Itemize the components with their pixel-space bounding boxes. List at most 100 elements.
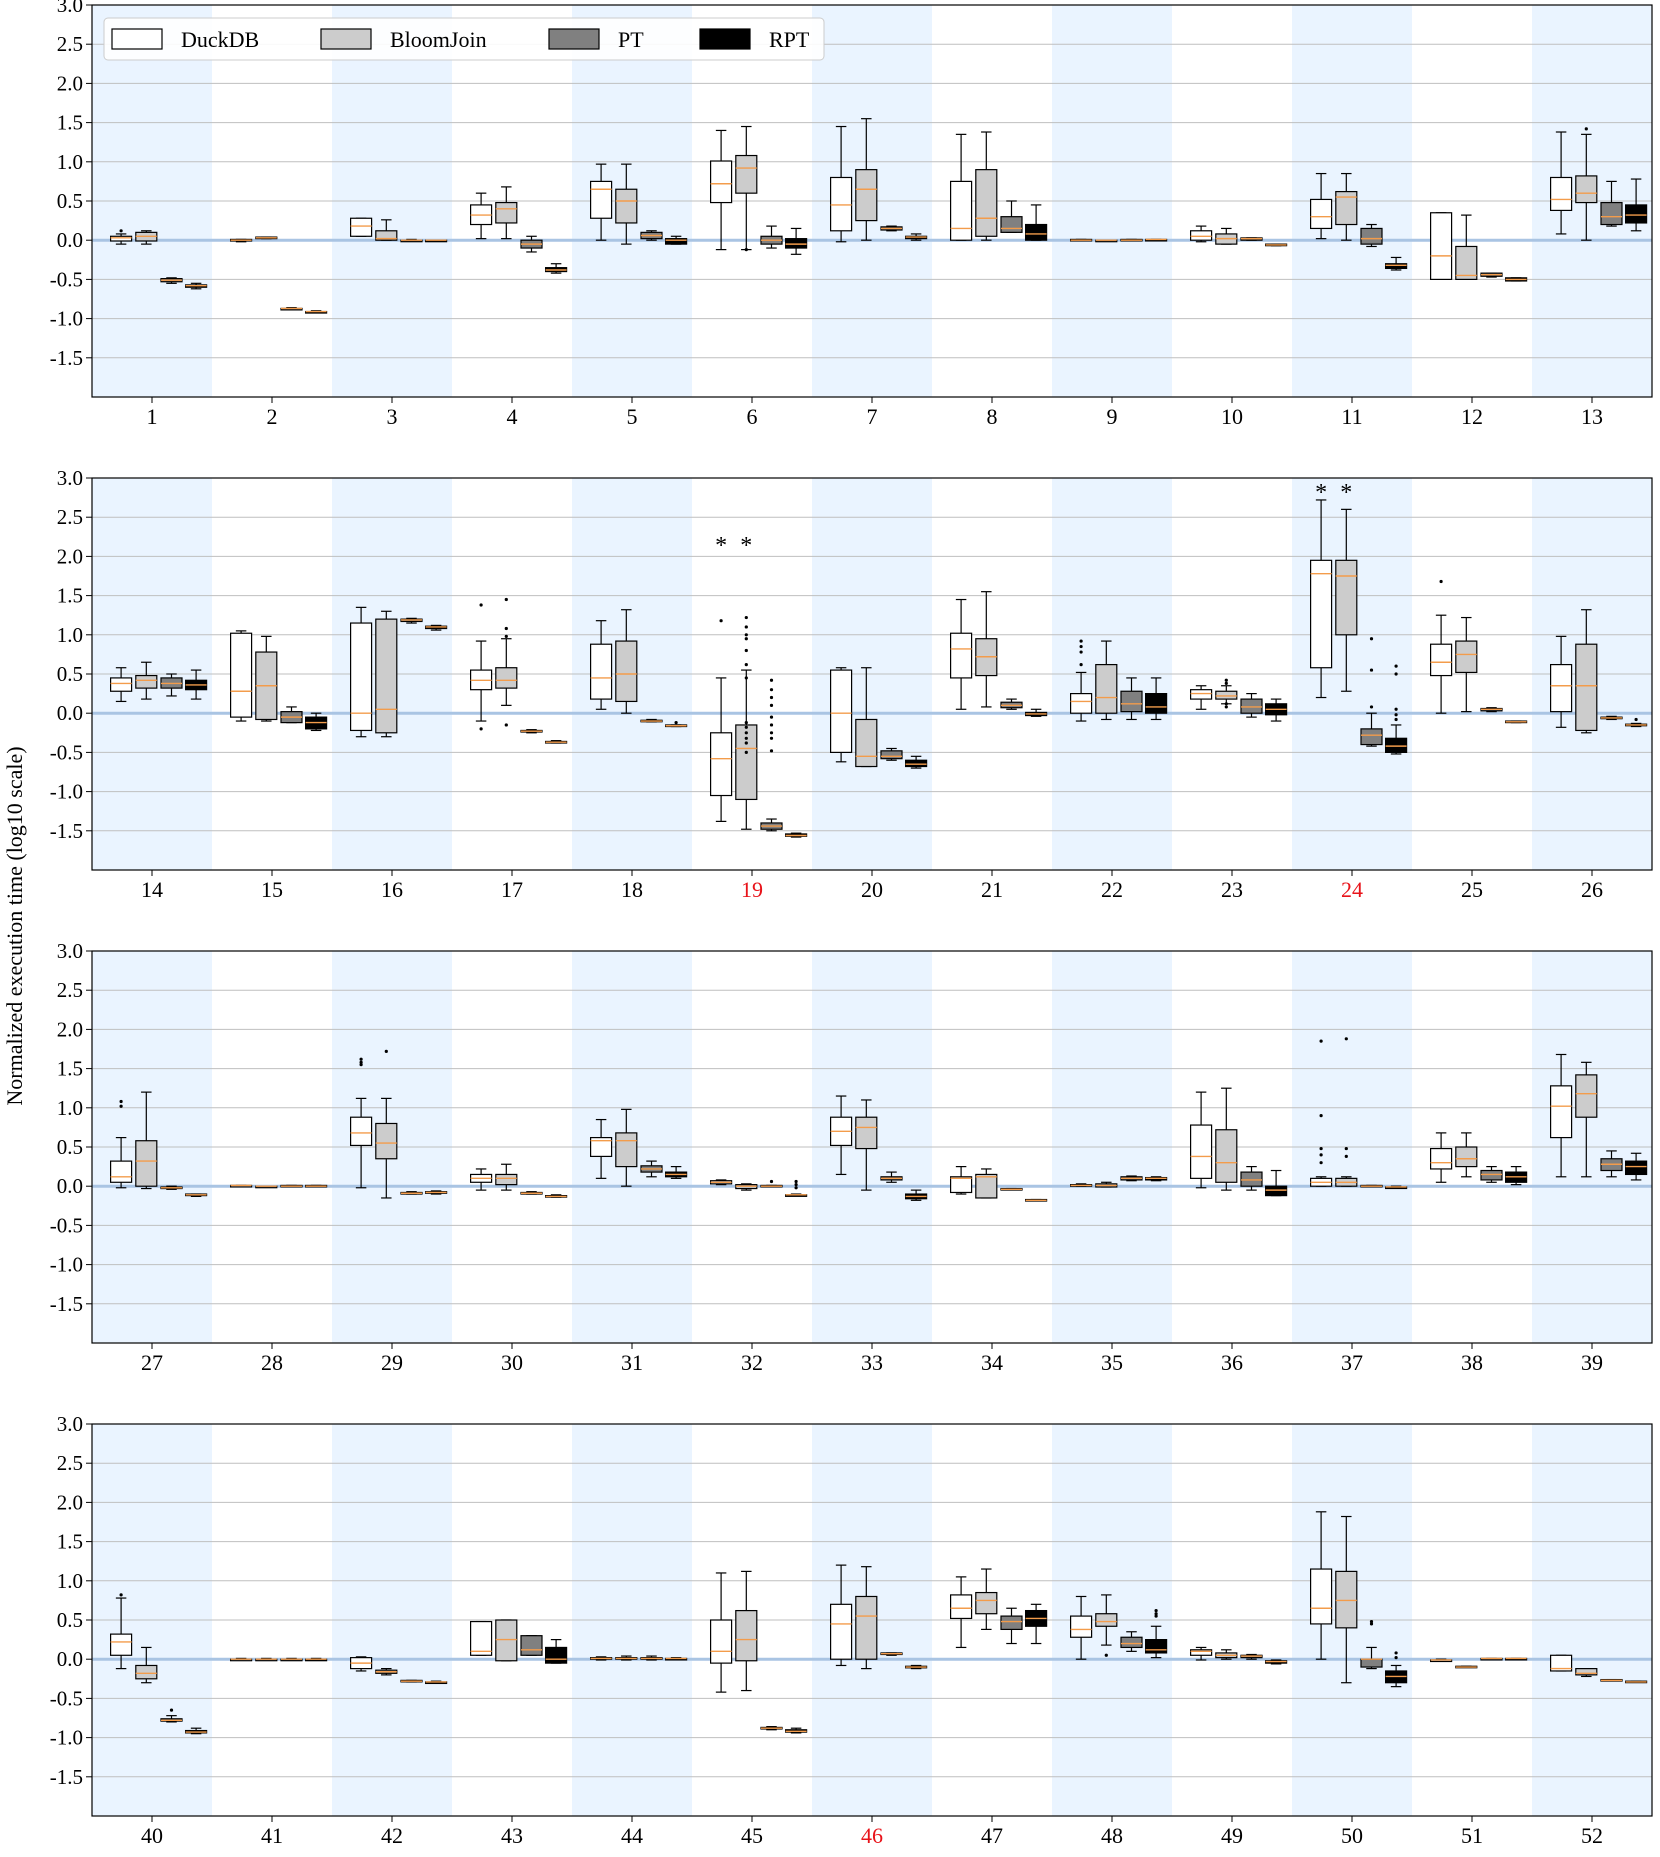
box-49-RPT xyxy=(1264,1659,1288,1665)
y-tick-label: 3.0 xyxy=(57,1412,83,1436)
box-31-BloomJoin xyxy=(615,1108,638,1187)
outlier-point xyxy=(769,731,774,735)
box-body xyxy=(709,160,733,204)
x-tick-label: 4 xyxy=(507,404,518,429)
box-34-DuckDB xyxy=(949,1165,973,1195)
x-tick-label: 18 xyxy=(621,877,643,902)
box-8-RPT xyxy=(1024,204,1048,241)
y-tick-label: -1.5 xyxy=(50,1765,83,1789)
outlier-point xyxy=(1224,702,1228,706)
box-20-RPT xyxy=(904,755,928,769)
box-52-RPT xyxy=(1624,1680,1648,1684)
box-28-PT xyxy=(280,1184,303,1188)
outlier-point xyxy=(744,633,748,637)
legend-entry-bloomjoin: BloomJoin xyxy=(320,27,487,52)
box-11-PT xyxy=(1360,223,1383,248)
outlier-point xyxy=(1224,705,1228,709)
box-body xyxy=(1309,1568,1333,1625)
box-body xyxy=(1000,1615,1023,1631)
x-tick-label: 3 xyxy=(387,404,398,429)
box-body xyxy=(495,1619,518,1662)
box-body xyxy=(1549,176,1573,212)
box-31-PT xyxy=(640,1160,663,1178)
y-tick-label: -1.0 xyxy=(50,1253,83,1277)
box-body xyxy=(109,677,133,692)
outlier-point xyxy=(1079,639,1083,643)
box-29-PT xyxy=(400,1191,423,1195)
box-52-PT xyxy=(1600,1678,1623,1682)
outlier-point xyxy=(1319,1039,1323,1043)
x-tick-label: 25 xyxy=(1461,877,1483,902)
legend: DuckDB BloomJoin PT RPT xyxy=(103,17,825,61)
panel-4: 3.0 2.5 2.0 1.5 1.0 0.5 0.0 -0.5 -1.0 -1.5 40 41 42 4… xyxy=(50,1412,1653,1848)
box-6-DuckDB xyxy=(709,129,733,251)
box-6-PT xyxy=(760,225,783,249)
box-body xyxy=(709,1619,733,1664)
outlier-point xyxy=(794,1186,798,1190)
legend-label: RPT xyxy=(769,27,810,52)
box-35-PT xyxy=(1120,1175,1143,1182)
box-33-BloomJoin xyxy=(855,1099,878,1191)
x-tick-label: 50 xyxy=(1341,1823,1363,1848)
box-4-PT xyxy=(520,235,543,253)
box-45-BloomJoin xyxy=(735,1570,758,1692)
x-tick-label: 21 xyxy=(981,877,1003,902)
box-17-DuckDB xyxy=(470,640,493,722)
box-27-PT xyxy=(160,1185,183,1190)
box-2-PT xyxy=(280,307,303,311)
query-group-41: 41 xyxy=(230,1657,328,1848)
box-47-PT xyxy=(1000,1607,1023,1645)
box-12-PT xyxy=(1480,272,1503,278)
box-43-BloomJoin xyxy=(495,1619,518,1662)
x-tick-label: 44 xyxy=(621,1823,643,1848)
box-body xyxy=(135,674,158,689)
box-48-BloomJoin xyxy=(1095,1594,1118,1646)
outlier-point xyxy=(119,1593,123,1597)
box-3-RPT xyxy=(425,239,448,243)
box-2-BloomJoin xyxy=(255,236,278,240)
box-body xyxy=(135,1140,158,1187)
box-5-PT xyxy=(640,230,663,241)
outlier-point xyxy=(769,678,774,682)
box-15-BloomJoin xyxy=(255,635,278,722)
box-16-DuckDB xyxy=(350,606,373,738)
box-body xyxy=(495,1173,518,1186)
outlier-point xyxy=(744,662,748,667)
box-41-BloomJoin xyxy=(255,1657,278,1662)
box-44-BloomJoin xyxy=(615,1655,638,1661)
legend-label: BloomJoin xyxy=(390,27,487,52)
box-4-RPT xyxy=(544,263,568,274)
outlier-point xyxy=(1369,705,1374,709)
box-37-BloomJoin xyxy=(1335,1176,1358,1187)
box-1-BloomJoin xyxy=(135,230,158,245)
x-tick-label: 10 xyxy=(1221,404,1243,429)
x-tick-label: 5 xyxy=(627,404,638,429)
y-tick-label: 1.5 xyxy=(57,1057,83,1081)
box-16-RPT xyxy=(425,624,448,631)
outlier-point xyxy=(1369,1619,1374,1624)
box-body xyxy=(589,643,613,700)
outlier-point xyxy=(1439,579,1443,584)
box-51-DuckDB xyxy=(1429,1658,1453,1663)
query-group-32: 32 xyxy=(709,1179,808,1375)
box-body xyxy=(1144,692,1168,714)
outlier-point xyxy=(744,648,748,653)
box-11-RPT xyxy=(1384,256,1408,271)
outlier-point xyxy=(744,741,748,745)
outlier-point xyxy=(744,725,748,729)
y-tick-label: 3.0 xyxy=(57,0,83,17)
query-group-13: 13 xyxy=(1549,131,1648,429)
box-6-BloomJoin xyxy=(735,125,758,251)
box-35-RPT xyxy=(1144,1176,1168,1182)
legend-swatch xyxy=(320,28,372,50)
query-group-21: 21 xyxy=(949,591,1048,902)
outlier-point xyxy=(504,634,508,638)
box-48-RPT xyxy=(1144,1625,1168,1659)
outlier-point xyxy=(769,695,774,700)
query-group-26: 26 xyxy=(1549,609,1648,902)
box-4-DuckDB xyxy=(470,192,493,240)
box-48-PT xyxy=(1120,1631,1143,1652)
x-tick-label: 41 xyxy=(261,1823,283,1848)
outlier-point xyxy=(1394,717,1398,722)
outlier-point xyxy=(674,721,678,725)
